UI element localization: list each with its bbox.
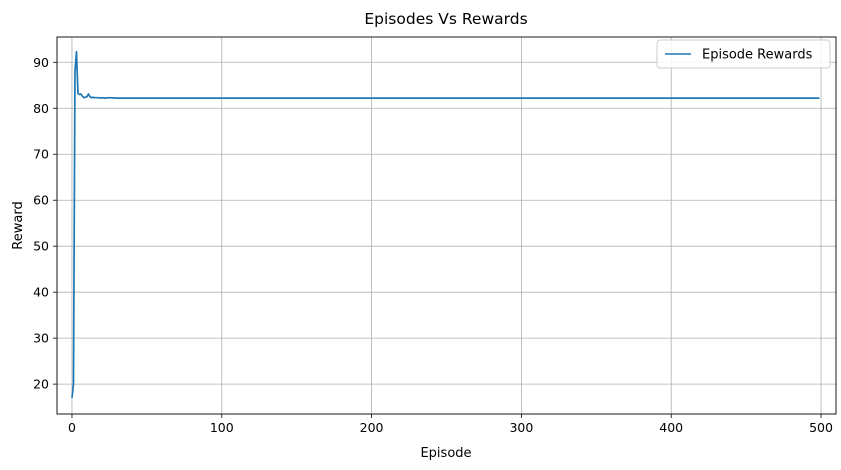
plot-frame bbox=[56, 36, 837, 415]
x-axis-label: Episode bbox=[420, 446, 471, 461]
x-tick-label: 300 bbox=[509, 420, 533, 435]
legend-label-episode-rewards: Episode Rewards bbox=[702, 48, 813, 63]
series-line-episode-rewards bbox=[71, 50, 820, 399]
y-axis-label: Reward bbox=[11, 201, 26, 249]
y-tick-label: 60 bbox=[33, 193, 49, 208]
grid bbox=[57, 37, 836, 414]
x-tick-label: 400 bbox=[659, 420, 683, 435]
y-tick-label: 30 bbox=[33, 331, 49, 346]
y-tick-label: 70 bbox=[33, 147, 49, 162]
x-tick-label: 0 bbox=[68, 420, 76, 435]
x-ticks: 0 100 200 300 400 500 bbox=[68, 414, 833, 435]
y-tick-label: 50 bbox=[33, 239, 49, 254]
x-tick-label: 100 bbox=[210, 420, 234, 435]
legend: Episode Rewards bbox=[656, 39, 831, 69]
y-tick-label: 80 bbox=[33, 101, 49, 116]
y-ticks: 20 30 40 50 60 70 80 90 bbox=[33, 55, 57, 392]
x-tick-label: 200 bbox=[360, 420, 384, 435]
y-tick-label: 40 bbox=[33, 285, 49, 300]
y-tick-label: 90 bbox=[33, 55, 49, 70]
legend-box bbox=[656, 39, 831, 69]
chart-title: Episodes Vs Rewards bbox=[364, 10, 527, 28]
series-layer bbox=[71, 50, 820, 399]
y-tick-label: 20 bbox=[33, 377, 49, 392]
x-tick-label: 500 bbox=[809, 420, 833, 435]
